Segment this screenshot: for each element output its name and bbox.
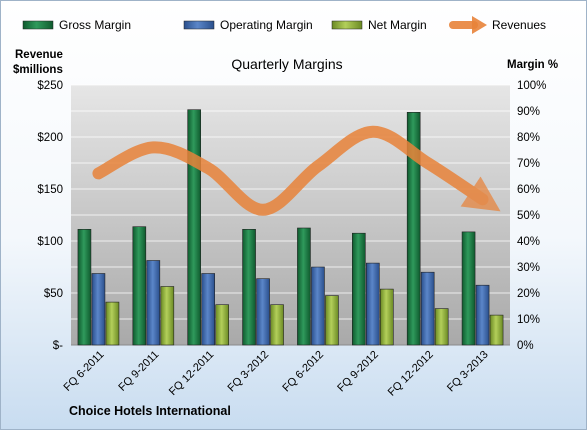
legend-swatch [183,20,215,30]
bar-operating-margin [146,260,161,346]
left-tick-label: $100 [37,236,63,248]
bar-gross-margin [406,112,421,346]
x-tick-label: FQ 3-2012 [226,349,272,395]
bar-operating-margin [475,284,490,346]
x-tick-label: FQ 6-2011 [61,349,106,394]
x-axis: FQ 6-2011 FQ 9-2011 FQ 12-2011 FQ 3-2012 FQ … [61,349,490,399]
bar-operating-margin [201,273,215,346]
x-tick-label: FQ 3-2013 [445,349,491,395]
bar-operating-margin [366,262,380,346]
bar-net-margin [380,288,394,346]
caption: Choice Hotels International [69,404,231,418]
revenue-layer [92,125,501,216]
chart-title: Quarterly Margins [231,56,342,72]
bar-net-margin [105,301,120,346]
left-tick-label: $200 [37,132,63,144]
revenue-line [92,125,501,216]
bar-operating-margin [420,271,435,346]
legend-label: Operating Margin [220,18,313,32]
bar-operating-margin [311,266,325,346]
left-tick-label: $- [53,340,63,352]
bar-layer [77,109,504,346]
bar-net-margin [434,308,449,346]
bar-gross-margin [461,231,476,346]
bar-gross-margin [352,232,366,346]
x-tick-label: FQ 6-2012 [280,349,326,395]
bar-operating-margin [256,278,270,346]
left-axis-label-line1: Revenue [15,49,63,61]
right-tick-label: 100% [517,80,546,92]
bar-operating-margin [91,273,106,346]
right-tick-label: 70% [517,158,540,170]
right-tick-label: 60% [517,184,540,196]
left-tick-label: $50 [44,288,63,300]
legend-swatch [22,20,54,30]
legend-swatch [331,20,363,30]
legend-label: Net Margin [368,18,427,32]
left-axis-label-line2: $millions [13,64,63,76]
right-tick-label: 0% [517,340,534,352]
right-tick-label: 80% [517,132,540,144]
bar-net-margin [160,286,175,346]
legend-label: Gross Margin [59,18,131,32]
left-axis: $- $50 $100 $150 $200 $250 [37,80,63,352]
right-tick-label: 10% [517,314,540,326]
bar-net-margin [325,295,339,346]
bar-net-margin [489,314,504,346]
bar-gross-margin [187,109,201,346]
right-axis: 0% 10% 20% 30% 40% 50% 60% 70% 80% 90% 100% [517,80,546,352]
x-tick-label: FQ 9-2012 [335,349,381,395]
legend: Gross Margin Operating Margin Net Margin Re… [22,16,546,34]
legend-arrow-icon [472,16,487,34]
right-tick-label: 50% [517,210,540,222]
bar-gross-margin [132,226,147,346]
left-tick-label: $150 [37,184,63,196]
bar-gross-margin [77,229,92,346]
bar-gross-margin [242,229,256,346]
right-tick-label: 30% [517,262,540,274]
left-tick-label: $250 [37,80,63,92]
right-tick-label: 40% [517,236,540,248]
bar-net-margin [270,304,284,346]
right-tick-label: 20% [517,288,540,300]
legend-label: Revenues [492,18,546,32]
x-tick-label: FQ 12-2012 [386,349,436,399]
x-tick-label: FQ 12-2011 [167,349,216,398]
right-axis-label: Margin % [507,59,558,71]
right-tick-label: 90% [517,106,540,118]
bar-net-margin [215,304,229,346]
bar-gross-margin [297,227,311,346]
x-tick-label: FQ 9-2011 [116,349,161,394]
